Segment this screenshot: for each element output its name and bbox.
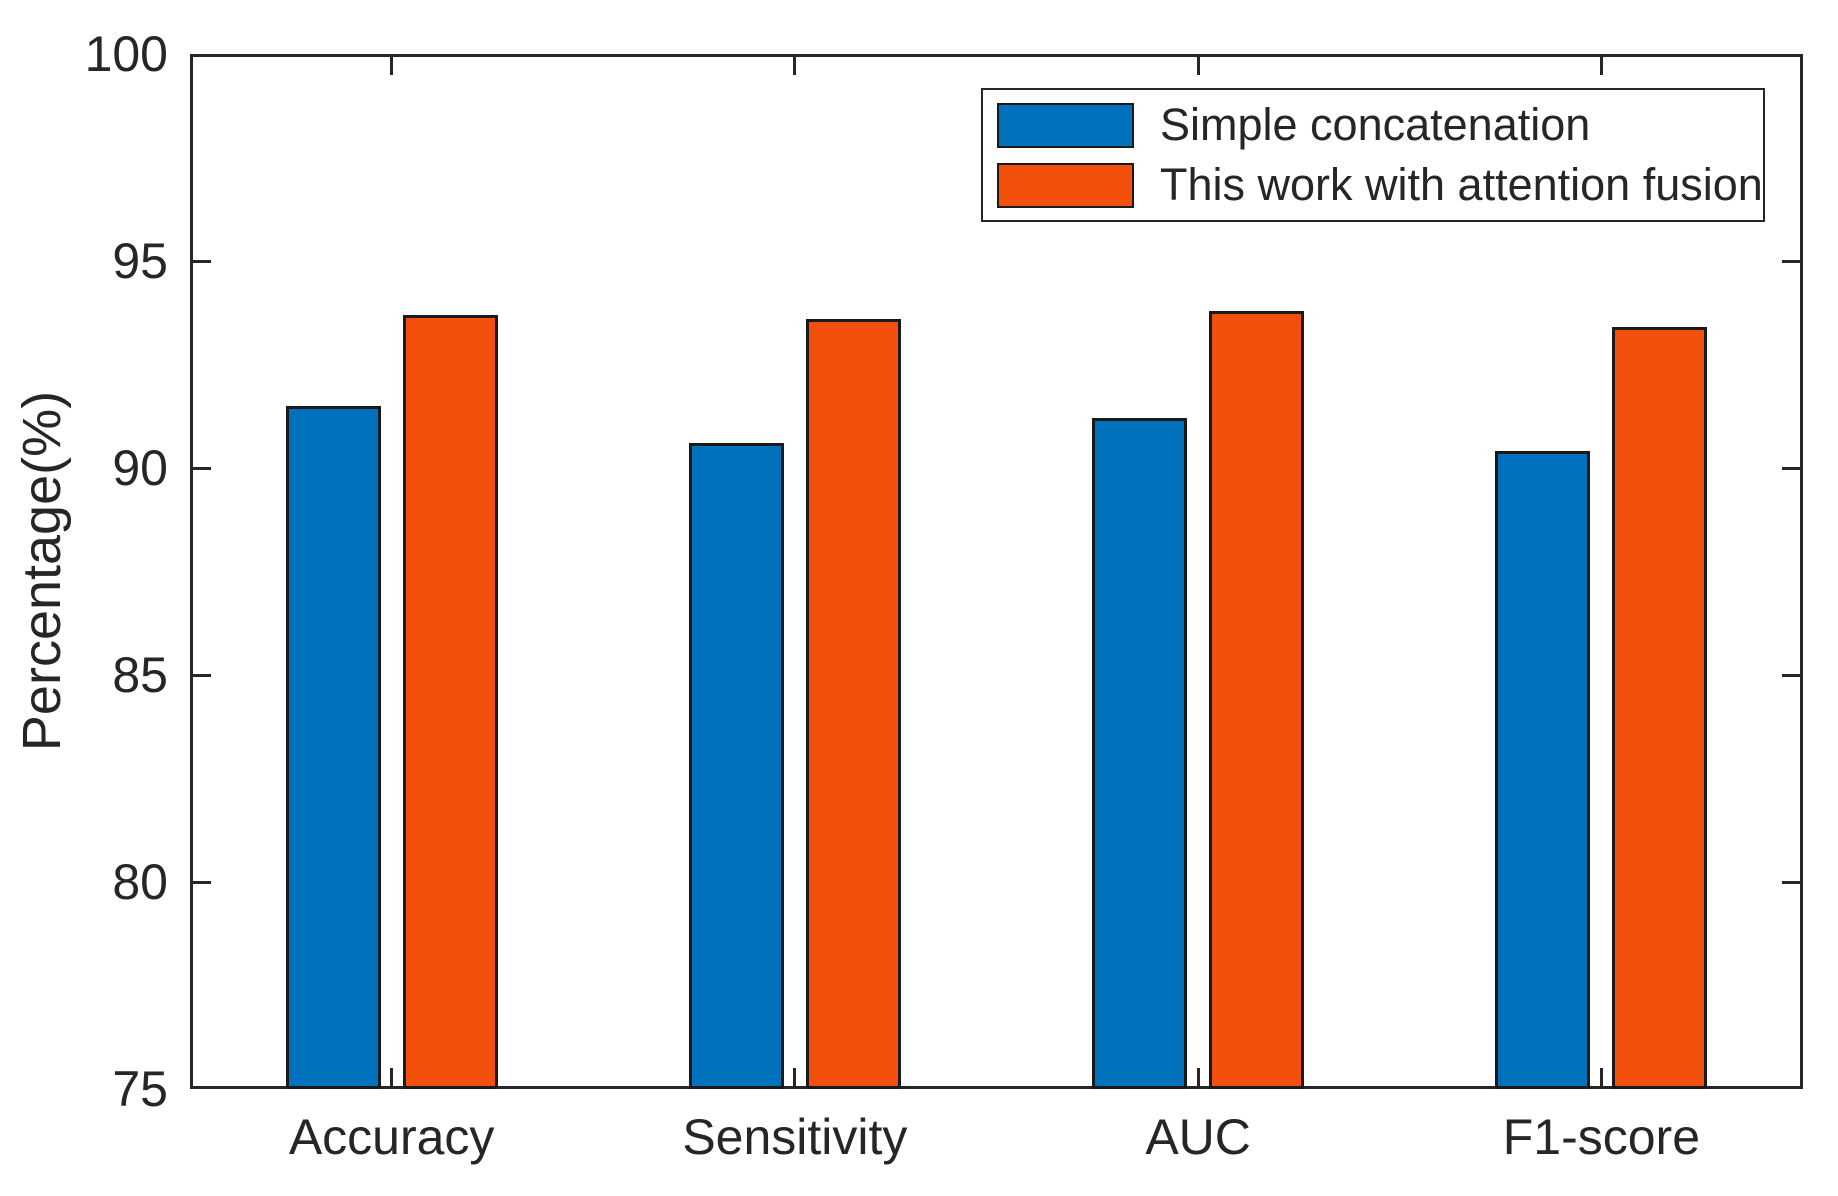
y-tick-label: 100: [84, 26, 168, 82]
legend-swatch-this-work-with-attention-fusion: [997, 162, 1134, 208]
x-tick-label: Accuracy: [288, 1109, 495, 1165]
y-tick-label: 75: [112, 1061, 168, 1117]
y-tick-mark-right: [1782, 259, 1803, 263]
x-tick-mark-top: [390, 54, 394, 75]
legend-entry-this-work-with-attention-fusion: This work with attention fusion: [997, 160, 1763, 210]
x-tick-label: AUC: [1145, 1109, 1251, 1165]
bar-simple-concatenation-f1-score: [1495, 451, 1591, 1089]
x-tick-label: Sensitivity: [682, 1109, 908, 1165]
y-tick-label: 90: [112, 440, 168, 496]
y-tick-mark-right: [1782, 880, 1803, 884]
y-tick-mark-left: [190, 880, 211, 884]
bar-simple-concatenation-sensitivity: [688, 443, 784, 1089]
legend: Simple concatenation This work with atten…: [981, 88, 1765, 222]
bar-this-work-with-attention-fusion-f1-score: [1612, 327, 1708, 1089]
bar-this-work-with-attention-fusion-auc: [1209, 310, 1305, 1089]
legend-label: This work with attention fusion: [1160, 159, 1763, 210]
legend-swatch-simple-concatenation: [997, 102, 1134, 148]
y-tick-label: 95: [112, 233, 168, 289]
bar-this-work-with-attention-fusion-accuracy: [402, 314, 498, 1089]
y-tick-label: 80: [112, 854, 168, 910]
y-tick-mark-right: [1782, 466, 1803, 470]
x-tick-mark-bottom: [1196, 1068, 1200, 1089]
y-tick-mark-left: [190, 673, 211, 677]
y-tick-mark-left: [190, 466, 211, 470]
x-tick-mark-bottom: [793, 1068, 797, 1089]
legend-label: Simple concatenation: [1160, 99, 1591, 150]
bar-this-work-with-attention-fusion-sensitivity: [805, 318, 901, 1089]
y-tick-mark-left: [190, 259, 211, 263]
x-tick-label: F1-score: [1502, 1109, 1700, 1165]
bar-simple-concatenation-auc: [1092, 418, 1188, 1089]
y-tick-label: 85: [112, 647, 168, 703]
y-tick-mark-right: [1782, 673, 1803, 677]
legend-entry-simple-concatenation: Simple concatenation: [997, 100, 1763, 150]
x-tick-mark-top: [1196, 54, 1200, 75]
x-tick-mark-top: [793, 54, 797, 75]
x-tick-mark-bottom: [1599, 1068, 1603, 1089]
bar-simple-concatenation-accuracy: [285, 405, 381, 1089]
plot-area: [190, 54, 1803, 1089]
x-tick-mark-bottom: [390, 1068, 394, 1089]
x-tick-mark-top: [1599, 54, 1603, 75]
